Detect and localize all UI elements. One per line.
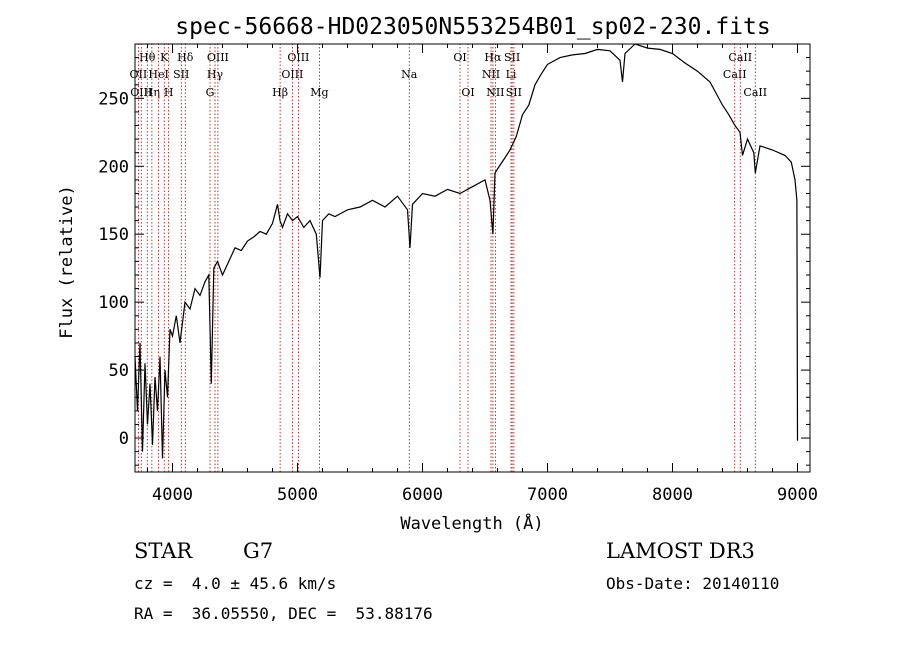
survey-name: LAMOST DR3 [606,539,755,563]
coordinates: RA = 36.05550, DEC = 53.88176 [134,604,433,623]
line-marker-label: H [164,86,174,99]
spectrum-line [134,43,799,459]
line-marker-label: Na [401,68,418,81]
redshift-info: cz = 4.0 ± 45.6 km/s [134,574,337,593]
x-tick-label: 4000 [152,485,193,505]
line-marker-label: Hβ [272,86,288,99]
line-marker-label: CaII [728,51,752,64]
x-tick-label: 7000 [527,485,568,505]
y-axis-label: Flux (relative) [57,185,77,339]
x-tick-label: 6000 [402,485,443,505]
line-marker-label: NII [482,68,500,81]
spectral-subclass: G7 [243,539,274,563]
line-marker-label: Li [506,68,517,81]
line-marker-label: Hδ [177,51,194,64]
line-marker-label: Hη [144,86,160,99]
y-tick-label: 100 [98,293,129,313]
x-tick-label: 9000 [777,485,818,505]
line-marker-label: OI [453,51,466,64]
x-tick-label: 5000 [277,485,318,505]
y-tick-label: 150 [98,225,129,245]
line-marker-label: OIII [207,51,229,64]
obs-date: Obs-Date: 20140110 [606,574,780,593]
y-tick-label: 0 [119,429,129,449]
x-axis-label: Wavelength (Å) [400,512,543,534]
line-marker-label: SII [504,51,520,64]
line-marker-label: NII [486,86,504,99]
line-marker-label: OII [130,68,148,81]
line-marker-label: SII [506,86,522,99]
y-tick-label: 200 [98,157,129,177]
emission-line-markers: HθOIIOIIIHηHeIKHSIIHδGHγOIIIHβOIIIOIIIMg… [130,44,767,472]
line-marker-label: HeI [148,68,168,81]
line-marker-label: CaII [743,86,767,99]
line-marker-label: OIII [130,86,152,99]
line-marker-label: OI [461,86,474,99]
line-marker-label: OIII [287,51,309,64]
line-marker-label: K [160,51,169,64]
line-marker-label: Hγ [207,68,224,81]
chart-title: spec-56668-HD023050N553254B01_sp02-230.f… [175,14,770,40]
line-marker-label: SII [173,68,189,81]
axes: 4000 5000 6000 7000 8000 9000 0 50 100 150 200 250 [98,44,818,505]
y-tick-label: 250 [98,89,129,109]
object-type: STAR [134,539,193,563]
line-marker-label: CaII [723,68,747,81]
line-marker-label: OIII [281,68,303,81]
x-tick-label: 8000 [652,485,693,505]
plot-frame [134,43,811,473]
line-marker-label: Mg [310,86,328,99]
line-marker-label: Hα [484,51,502,64]
line-marker-label: G [206,86,215,99]
y-tick-label: 50 [109,361,129,381]
